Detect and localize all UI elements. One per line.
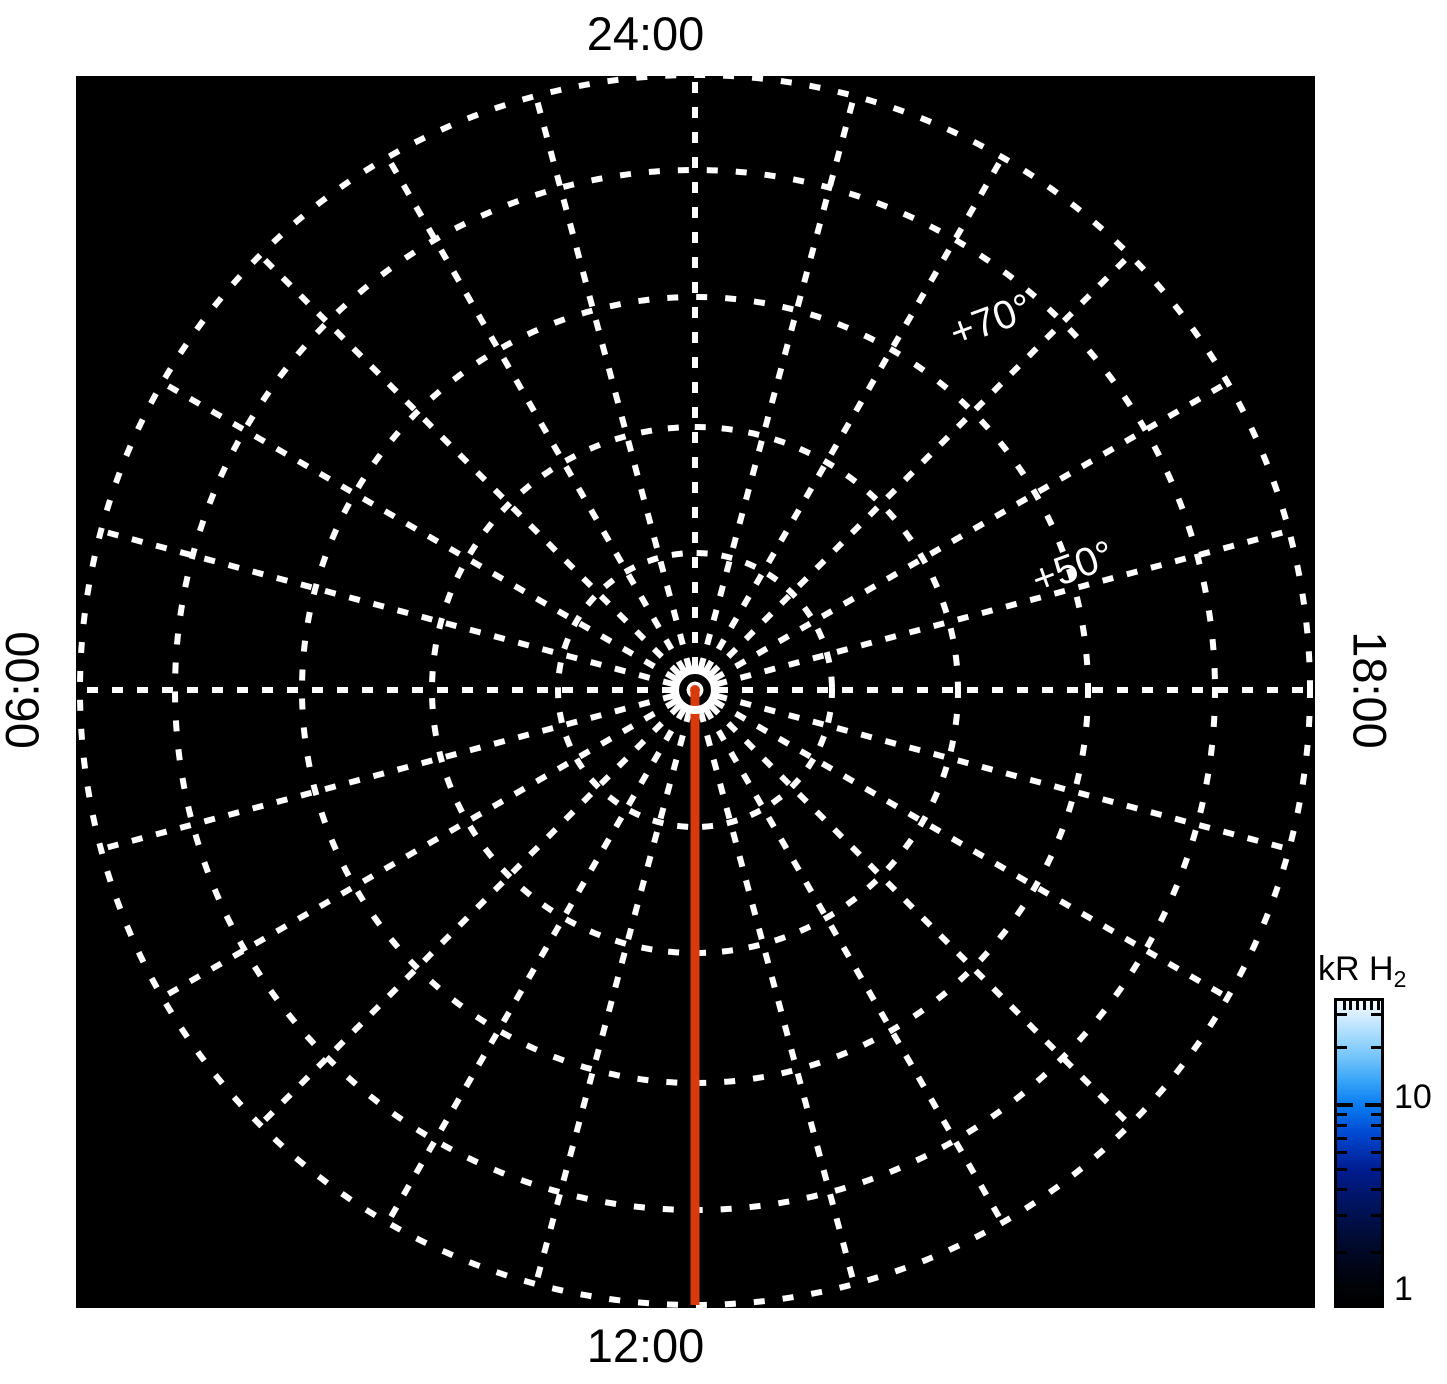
meridian-135 bbox=[255, 250, 700, 695]
mlt-label-top-text: 24:00 bbox=[586, 7, 705, 60]
colorbar-title: kR H2 bbox=[1318, 950, 1407, 992]
meridian-spokes bbox=[77, 76, 1313, 1308]
meridian-240 bbox=[383, 685, 700, 1227]
meridian-315 bbox=[690, 685, 1135, 1130]
colorbar-title-main: kR H bbox=[1318, 950, 1394, 988]
latitude-label-70: +70° bbox=[944, 285, 1038, 355]
colorbar-tick-8r bbox=[1371, 1124, 1381, 1127]
pole-marker-core bbox=[690, 685, 700, 695]
meridian-030 bbox=[690, 378, 1232, 695]
colorbar-tick-6r bbox=[1371, 1151, 1381, 1154]
colorbar-tick-9r bbox=[1371, 1113, 1381, 1116]
meridian-060 bbox=[690, 153, 1007, 695]
pole-marker-ring bbox=[671, 666, 719, 714]
colorbar-tick-2r bbox=[1371, 1251, 1381, 1254]
colorbar-label-1: 1 bbox=[1394, 1270, 1413, 1308]
meridian-150 bbox=[158, 378, 700, 695]
meridian-120 bbox=[383, 153, 700, 695]
colorbar-tick-20r bbox=[1371, 1046, 1381, 1049]
colorbar-tick-top-4 bbox=[1363, 1001, 1366, 1010]
polar-grid-group: +70° +50° bbox=[77, 76, 1313, 1308]
meridian-225 bbox=[255, 685, 700, 1130]
meridian-075 bbox=[691, 92, 858, 694]
colorbar-tick-5r bbox=[1371, 1168, 1381, 1171]
meridian-015 bbox=[691, 527, 1293, 694]
colorbar-tick-9 bbox=[1337, 1113, 1347, 1116]
colorbar-tick-4r bbox=[1371, 1188, 1381, 1191]
colorbar-gradient bbox=[1334, 998, 1384, 1308]
colorbar-tick-top-5 bbox=[1370, 1001, 1373, 1010]
meridian-345 bbox=[691, 686, 1293, 853]
meridian-330 bbox=[690, 685, 1232, 1002]
colorbar-tick-10r bbox=[1365, 1103, 1381, 1107]
colorbar-label-10: 10 bbox=[1394, 1078, 1432, 1116]
latitude-label-50: +50° bbox=[1026, 532, 1120, 602]
colorbar-title-subscript: 2 bbox=[1393, 966, 1407, 992]
meridian-210 bbox=[158, 685, 700, 1002]
mlt-label-right: 18:00 bbox=[1343, 631, 1397, 749]
meridian-255 bbox=[532, 686, 699, 1288]
meridian-045 bbox=[690, 250, 1135, 695]
colorbar-tick-top-3 bbox=[1356, 1001, 1359, 1010]
colorbar-tick-10 bbox=[1337, 1103, 1353, 1107]
meridian-165 bbox=[97, 527, 699, 694]
mlt-label-bottom-text: 12:00 bbox=[586, 1319, 705, 1372]
colorbar-tick-4 bbox=[1337, 1188, 1347, 1191]
polar-plot-panel: +70° +50° bbox=[76, 76, 1315, 1308]
meridian-300 bbox=[690, 685, 1007, 1227]
colorbar-tick-3 bbox=[1337, 1214, 1347, 1217]
colorbar-tick-top-1 bbox=[1343, 1001, 1346, 1010]
meridian-195 bbox=[97, 686, 699, 853]
latitude-ring-80 bbox=[555, 550, 835, 830]
latitude-ring-60 bbox=[299, 294, 1091, 1086]
polar-grid-svg: +70° +50° bbox=[77, 76, 1313, 1308]
colorbar-tick-2 bbox=[1337, 1251, 1347, 1254]
colorbar-tick-8 bbox=[1337, 1124, 1347, 1127]
meridian-105 bbox=[532, 92, 699, 694]
colorbar-tick-7 bbox=[1337, 1137, 1347, 1140]
colorbar-tick-6 bbox=[1337, 1151, 1347, 1154]
colorbar-tick-7r bbox=[1371, 1137, 1381, 1140]
mlt-label-left: 06:00 bbox=[0, 631, 49, 749]
colorbar-tick-3r bbox=[1371, 1214, 1381, 1217]
colorbar-tick-top-6 bbox=[1377, 1001, 1380, 1010]
colorbar-tick-30 bbox=[1337, 1013, 1347, 1016]
mlt-label-bottom: 12:00 bbox=[0, 1322, 1447, 1369]
latitude-ring-40-outer bbox=[77, 76, 1313, 1308]
colorbar-tick-top-2 bbox=[1349, 1001, 1352, 1010]
colorbar-tick-5 bbox=[1337, 1168, 1347, 1171]
meridian-285 bbox=[691, 686, 858, 1288]
colorbar-tick-30r bbox=[1371, 1013, 1381, 1016]
colorbar-tick-20 bbox=[1337, 1046, 1347, 1049]
mlt-label-top: 24:00 bbox=[0, 10, 1447, 57]
